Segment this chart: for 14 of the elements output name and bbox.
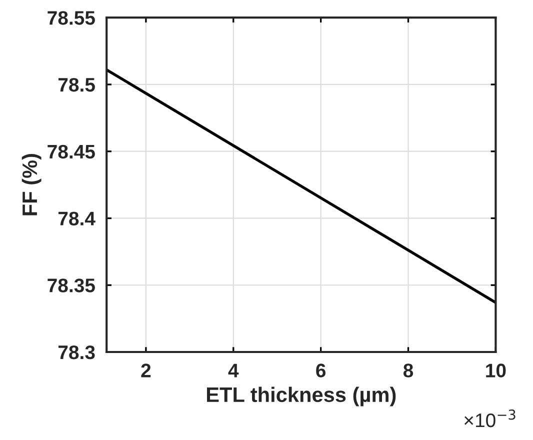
y-tick-label: 78.3 — [58, 345, 95, 360]
x-tick-label: 2 — [141, 364, 151, 378]
y-tick-label: 78.4 — [58, 212, 96, 226]
x-tick-label: 6 — [316, 364, 326, 378]
x-tick-label: 10 — [486, 364, 506, 378]
x-tick-label: 4 — [228, 364, 239, 378]
text: ×10$^{−3}$ — [464, 409, 516, 428]
y-tick-label: 78.35 — [48, 278, 95, 292]
x-tick-label: 8 — [403, 364, 414, 378]
y-tick-label: 78.55 — [48, 11, 95, 25]
x-axis-title: ETL thickness (µm) — [207, 386, 396, 406]
y-axis-title: FF (%) — [22, 154, 42, 216]
y-tick-label: 78.5 — [58, 78, 95, 92]
y-tick-label: 78.45 — [48, 144, 95, 159]
